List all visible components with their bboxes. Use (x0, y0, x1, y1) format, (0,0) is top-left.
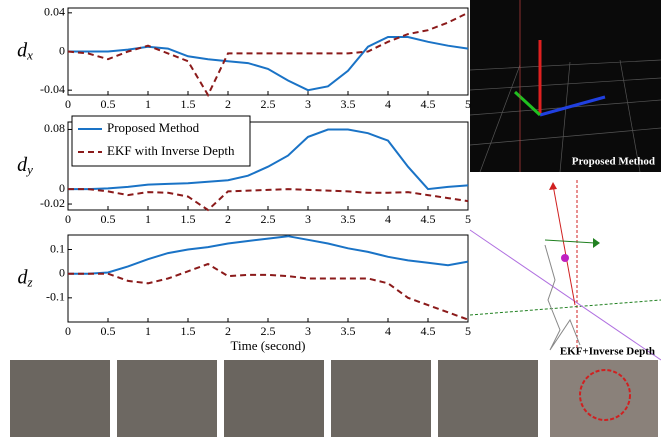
ekf-view (470, 180, 661, 360)
legend-label: Proposed Method (107, 120, 200, 135)
x-tick-label: 5 (465, 97, 471, 111)
y-tick-label: 0.08 (44, 121, 65, 135)
x-tick-label: 4.5 (421, 324, 436, 338)
y-axis-label-sub: z (26, 274, 32, 289)
y-axis-label: dz (17, 266, 32, 289)
y-axis-label-sub: y (25, 162, 33, 177)
x-tick-label: 3 (305, 212, 311, 226)
x-tick-label: 4 (385, 97, 391, 111)
x-tick-label: 1.5 (181, 212, 196, 226)
y-axis-label: dx (17, 39, 33, 62)
y-tick-label: 0 (59, 265, 65, 279)
x-tick-label: 1 (145, 324, 151, 338)
y-tick-label: 0.04 (44, 5, 65, 19)
photo-strip (10, 360, 658, 437)
y-tick-label: -0.04 (40, 82, 65, 96)
panel-label: Proposed Method (572, 156, 655, 168)
x-tick-label: 3 (305, 97, 311, 111)
x-tick-label: 3.5 (341, 212, 356, 226)
x-tick-label: 0 (65, 324, 71, 338)
x-tick-label: 3.5 (341, 324, 356, 338)
y-tick-label: -0.02 (40, 196, 65, 210)
x-tick-label: 1.5 (181, 97, 196, 111)
x-tick-label: 4 (385, 324, 391, 338)
x-tick-label: 5 (465, 212, 471, 226)
x-tick-label: 2 (225, 97, 231, 111)
y-tick-label: 0.1 (50, 241, 65, 255)
y-axis-label: dy (17, 154, 33, 177)
x-tick-label: 2 (225, 324, 231, 338)
x-tick-label: 0.5 (101, 97, 116, 111)
x-tick-label: 1.5 (181, 324, 196, 338)
x-tick-label: 1 (145, 97, 151, 111)
y-tick-label: 0 (59, 181, 65, 195)
x-tick-label: 0.5 (101, 324, 116, 338)
data-line (68, 13, 468, 95)
y-axis-label-sub: x (26, 47, 33, 62)
x-tick-label: 3 (305, 324, 311, 338)
x-tick-label: 5 (465, 324, 471, 338)
figure: Proposed Method EKF+Inverse Depth -0.040… (0, 0, 661, 437)
y-tick-label: 0 (59, 43, 65, 57)
data-line (68, 236, 468, 274)
legend-label: EKF with Inverse Depth (107, 143, 235, 158)
x-tick-label: 4.5 (421, 97, 436, 111)
x-tick-label: 0 (65, 212, 71, 226)
plot-frame (68, 235, 468, 322)
x-tick-label: 1 (145, 212, 151, 226)
y-tick-label: -0.1 (46, 290, 65, 304)
data-line (68, 264, 468, 320)
x-tick-label: 2 (225, 212, 231, 226)
x-tick-label: 2.5 (261, 97, 276, 111)
x-tick-label: 2.5 (261, 324, 276, 338)
x-tick-label: 4.5 (421, 212, 436, 226)
x-tick-label: 3.5 (341, 97, 356, 111)
x-tick-label: 0 (65, 97, 71, 111)
x-tick-label: 2.5 (261, 212, 276, 226)
data-line (68, 37, 468, 90)
proposed-view (470, 0, 661, 172)
panel-label: EKF+Inverse Depth (560, 346, 655, 358)
x-axis-label: Time (second) (231, 338, 306, 353)
x-tick-label: 4 (385, 212, 391, 226)
x-tick-label: 0.5 (101, 212, 116, 226)
